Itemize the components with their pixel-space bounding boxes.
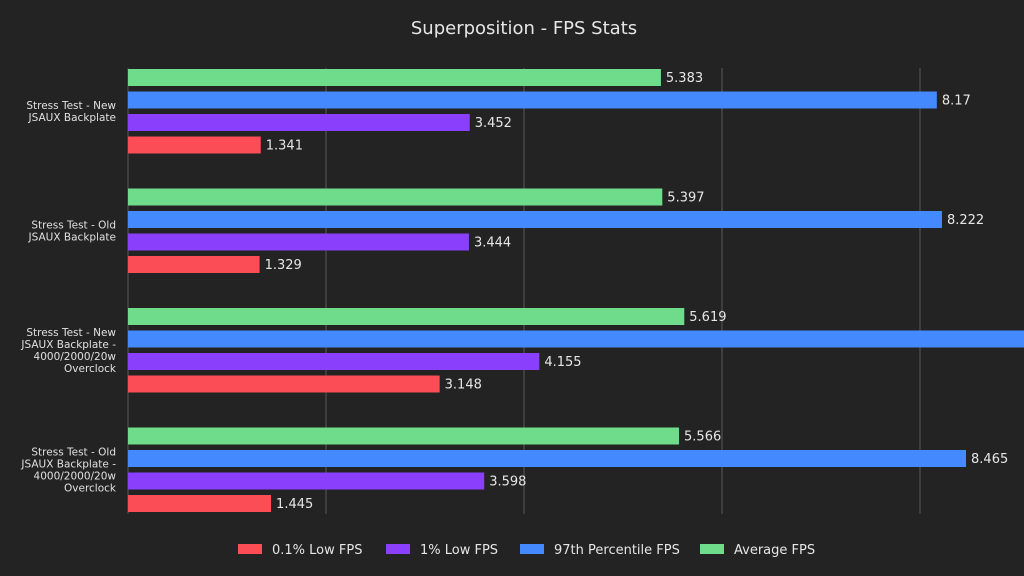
category-label-1: Stress Test - Old JSAUX Backplate [28, 219, 116, 243]
bar-average-fps-2 [128, 308, 685, 325]
data-label: 1.329 [265, 258, 302, 273]
bar-0-1-low-fps-2 [128, 375, 440, 393]
data-label: 5.397 [667, 191, 704, 206]
legend-swatch-3 [700, 544, 724, 554]
category-label-line: Stress Test - New [26, 100, 116, 112]
data-label: 3.444 [474, 236, 511, 251]
bar-0-1-low-fps-1 [128, 256, 260, 273]
legend-label-2: 97th Percentile FPS [554, 543, 680, 558]
legend-swatch-2 [520, 544, 544, 554]
bar-average-fps-1 [128, 188, 663, 206]
category-label-line: JSAUX Backplate - [20, 458, 116, 470]
category-label-line: Stress Test - New [26, 327, 116, 339]
category-label-line: Overclock [64, 363, 117, 375]
data-label: 5.619 [689, 310, 726, 325]
category-label-line: 4000/2000/20w [34, 470, 117, 482]
data-label: 5.383 [666, 71, 703, 86]
category-label-line: Stress Test - Old [31, 446, 116, 458]
data-label: 4.155 [544, 355, 581, 370]
data-label: 3.452 [475, 116, 512, 131]
bar-average-fps-3 [128, 427, 680, 445]
bar-97th-percentile-fps-3 [128, 450, 967, 467]
data-label: 1.341 [266, 139, 303, 154]
legend: 0.1% Low FPS 1% Low FPS 97th Percentile FP… [238, 543, 815, 558]
legend-swatch-1 [386, 544, 410, 554]
bar-0-1-low-fps-0 [128, 136, 261, 154]
bar-1-low-fps-3 [128, 472, 485, 490]
bar-97th-percentile-fps-1 [128, 211, 942, 228]
category-label-line: Stress Test - Old [31, 219, 116, 231]
category-label-line: JSAUX Backplate [28, 231, 116, 243]
data-label: 8.222 [947, 213, 984, 228]
bar-1-low-fps-1 [128, 233, 469, 251]
grid-lines [127, 68, 921, 514]
data-label: 3.148 [445, 378, 482, 393]
bar-0-1-low-fps-3 [128, 495, 272, 512]
bars: 5.383 8.17 3.452 1.341 5.397 8.222 3.444 1.329 5… [128, 69, 1024, 512]
category-label-line: JSAUX Backplate - [20, 339, 116, 351]
category-label-line: JSAUX Backplate [28, 112, 116, 124]
data-label: 8.17 [942, 94, 971, 109]
category-label-3: Stress Test - Old JSAUX Backplate -4000/2… [20, 446, 116, 494]
chart-title: Superposition - FPS Stats [411, 18, 637, 39]
category-label-2: Stress Test - New JSAUX Backplate -4000/2… [20, 327, 116, 375]
category-label-0: Stress Test - New JSAUX Backplate [26, 100, 116, 124]
legend-label-0: 0.1% Low FPS [272, 543, 362, 558]
legend-swatch-0 [238, 544, 262, 554]
data-label: 1.445 [276, 497, 313, 512]
bar-1-low-fps-0 [128, 114, 470, 131]
data-label: 5.566 [684, 430, 721, 445]
bar-average-fps-0 [128, 69, 661, 86]
data-label: 8.465 [971, 452, 1008, 467]
bar-1-low-fps-2 [128, 353, 540, 370]
bar-97th-percentile-fps-0 [128, 91, 937, 109]
bar-97th-percentile-fps-2 [128, 330, 1024, 348]
category-label-line: 4000/2000/20w [34, 351, 117, 363]
data-label: 3.598 [489, 475, 526, 490]
legend-label-3: Average FPS [734, 543, 815, 558]
category-label-line: Overclock [64, 482, 117, 494]
legend-label-1: 1% Low FPS [420, 543, 498, 558]
